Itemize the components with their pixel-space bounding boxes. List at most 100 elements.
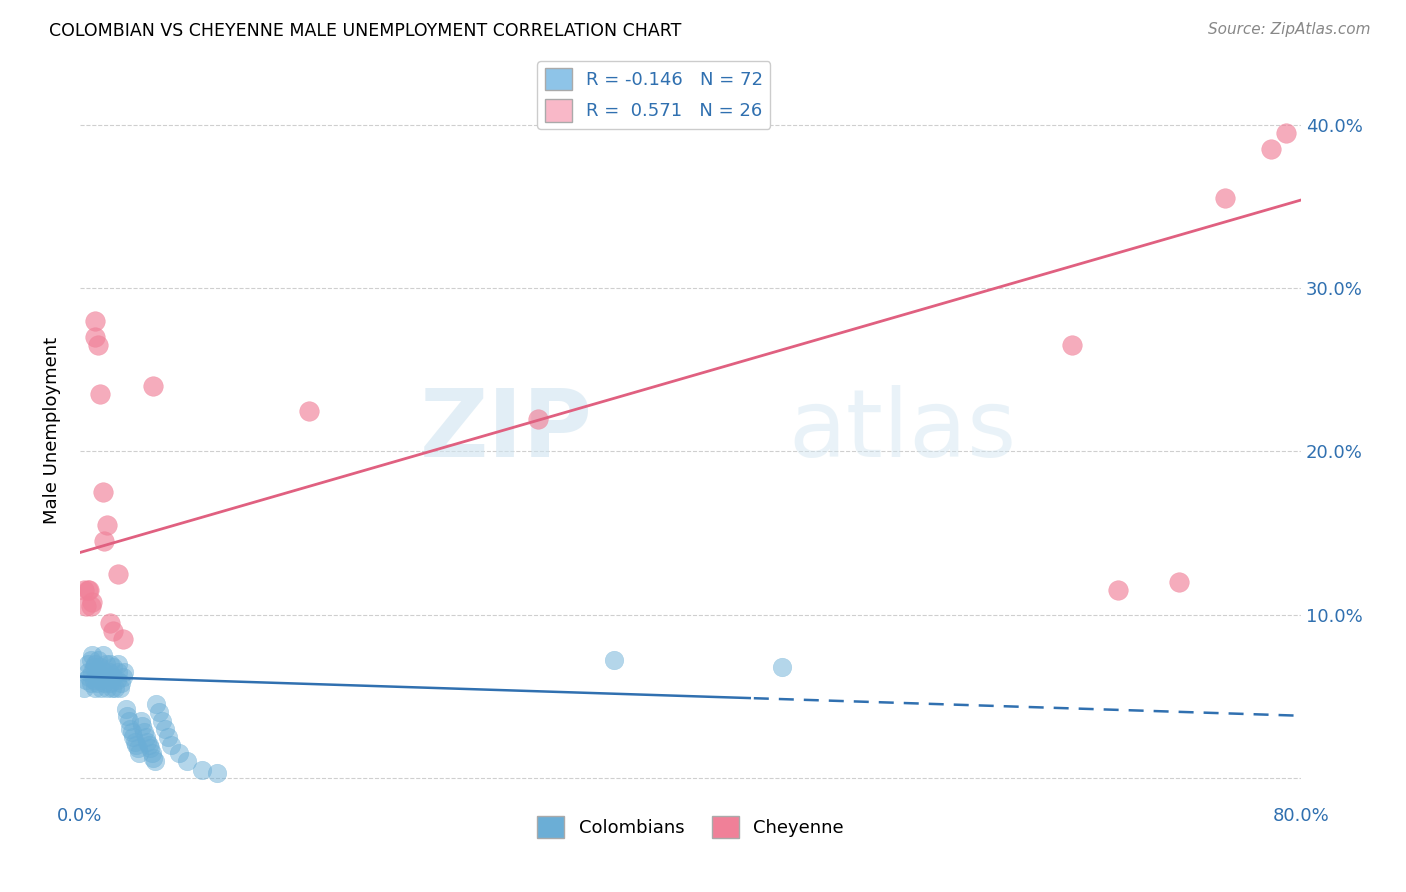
Point xyxy=(115,708,138,723)
Point xyxy=(125,738,148,752)
Point xyxy=(100,676,122,690)
Point xyxy=(103,670,125,684)
Point xyxy=(141,747,163,761)
Point xyxy=(150,714,173,728)
Point xyxy=(93,534,115,549)
Point xyxy=(1213,191,1236,205)
Point xyxy=(157,730,180,744)
Point xyxy=(1062,338,1084,352)
Point xyxy=(207,765,229,780)
Text: ZIP: ZIP xyxy=(420,385,593,477)
Point xyxy=(87,665,110,679)
Point xyxy=(76,583,98,598)
Point xyxy=(124,735,146,749)
Point xyxy=(91,670,114,684)
Point xyxy=(100,615,122,630)
Point xyxy=(107,657,129,671)
Point xyxy=(80,594,103,608)
Point xyxy=(83,673,105,687)
Point xyxy=(142,379,165,393)
Point xyxy=(111,632,134,646)
Point xyxy=(87,338,110,352)
Legend: Colombians, Cheyenne: Colombians, Cheyenne xyxy=(530,809,851,846)
Point xyxy=(79,653,101,667)
Point xyxy=(155,722,177,736)
Point xyxy=(93,665,115,679)
Point xyxy=(90,681,112,695)
Point xyxy=(142,751,165,765)
Point xyxy=(96,681,118,695)
Point xyxy=(80,665,103,679)
Point xyxy=(107,665,129,679)
Point xyxy=(120,722,142,736)
Point xyxy=(1168,574,1191,589)
Point xyxy=(176,755,198,769)
Point xyxy=(114,702,136,716)
Point xyxy=(122,730,145,744)
Point xyxy=(73,681,96,695)
Point xyxy=(191,763,214,777)
Point xyxy=(76,665,98,679)
Point xyxy=(770,660,793,674)
Point xyxy=(131,718,153,732)
Point xyxy=(527,411,550,425)
Point xyxy=(73,583,96,598)
Point xyxy=(84,314,107,328)
Point xyxy=(1275,126,1298,140)
Point xyxy=(96,670,118,684)
Point xyxy=(134,730,156,744)
Point xyxy=(118,714,141,728)
Point xyxy=(77,670,100,684)
Point xyxy=(75,673,97,687)
Point xyxy=(121,725,143,739)
Point xyxy=(128,747,150,761)
Point xyxy=(96,517,118,532)
Point xyxy=(108,681,131,695)
Point xyxy=(1107,583,1129,598)
Point xyxy=(148,706,170,720)
Point xyxy=(129,714,152,728)
Point xyxy=(167,747,190,761)
Point xyxy=(104,681,127,695)
Point xyxy=(93,676,115,690)
Point xyxy=(91,485,114,500)
Point xyxy=(84,330,107,344)
Point xyxy=(111,670,134,684)
Point xyxy=(100,657,122,671)
Point xyxy=(103,624,125,638)
Point xyxy=(105,673,128,687)
Text: COLOMBIAN VS CHEYENNE MALE UNEMPLOYMENT CORRELATION CHART: COLOMBIAN VS CHEYENNE MALE UNEMPLOYMENT … xyxy=(49,22,682,40)
Point xyxy=(89,660,111,674)
Point xyxy=(136,735,159,749)
Text: atlas: atlas xyxy=(789,385,1017,477)
Point xyxy=(127,741,149,756)
Point xyxy=(298,403,321,417)
Point xyxy=(89,387,111,401)
Point xyxy=(103,660,125,674)
Point xyxy=(76,657,98,671)
Point xyxy=(160,738,183,752)
Text: Source: ZipAtlas.com: Source: ZipAtlas.com xyxy=(1208,22,1371,37)
Point xyxy=(83,660,105,674)
Point xyxy=(139,741,162,756)
Point xyxy=(1260,142,1282,156)
Point xyxy=(94,657,117,671)
Point xyxy=(89,673,111,687)
Point xyxy=(138,738,160,752)
Point xyxy=(101,681,124,695)
Point xyxy=(84,681,107,695)
Point xyxy=(145,698,167,712)
Point xyxy=(84,657,107,671)
Point xyxy=(112,665,135,679)
Point xyxy=(97,665,120,679)
Point xyxy=(79,599,101,614)
Point xyxy=(86,676,108,690)
Point xyxy=(132,725,155,739)
Point xyxy=(110,676,132,690)
Point xyxy=(107,566,129,581)
Point xyxy=(603,653,626,667)
Point xyxy=(75,599,97,614)
Point xyxy=(143,755,166,769)
Point xyxy=(77,583,100,598)
Point xyxy=(79,676,101,690)
